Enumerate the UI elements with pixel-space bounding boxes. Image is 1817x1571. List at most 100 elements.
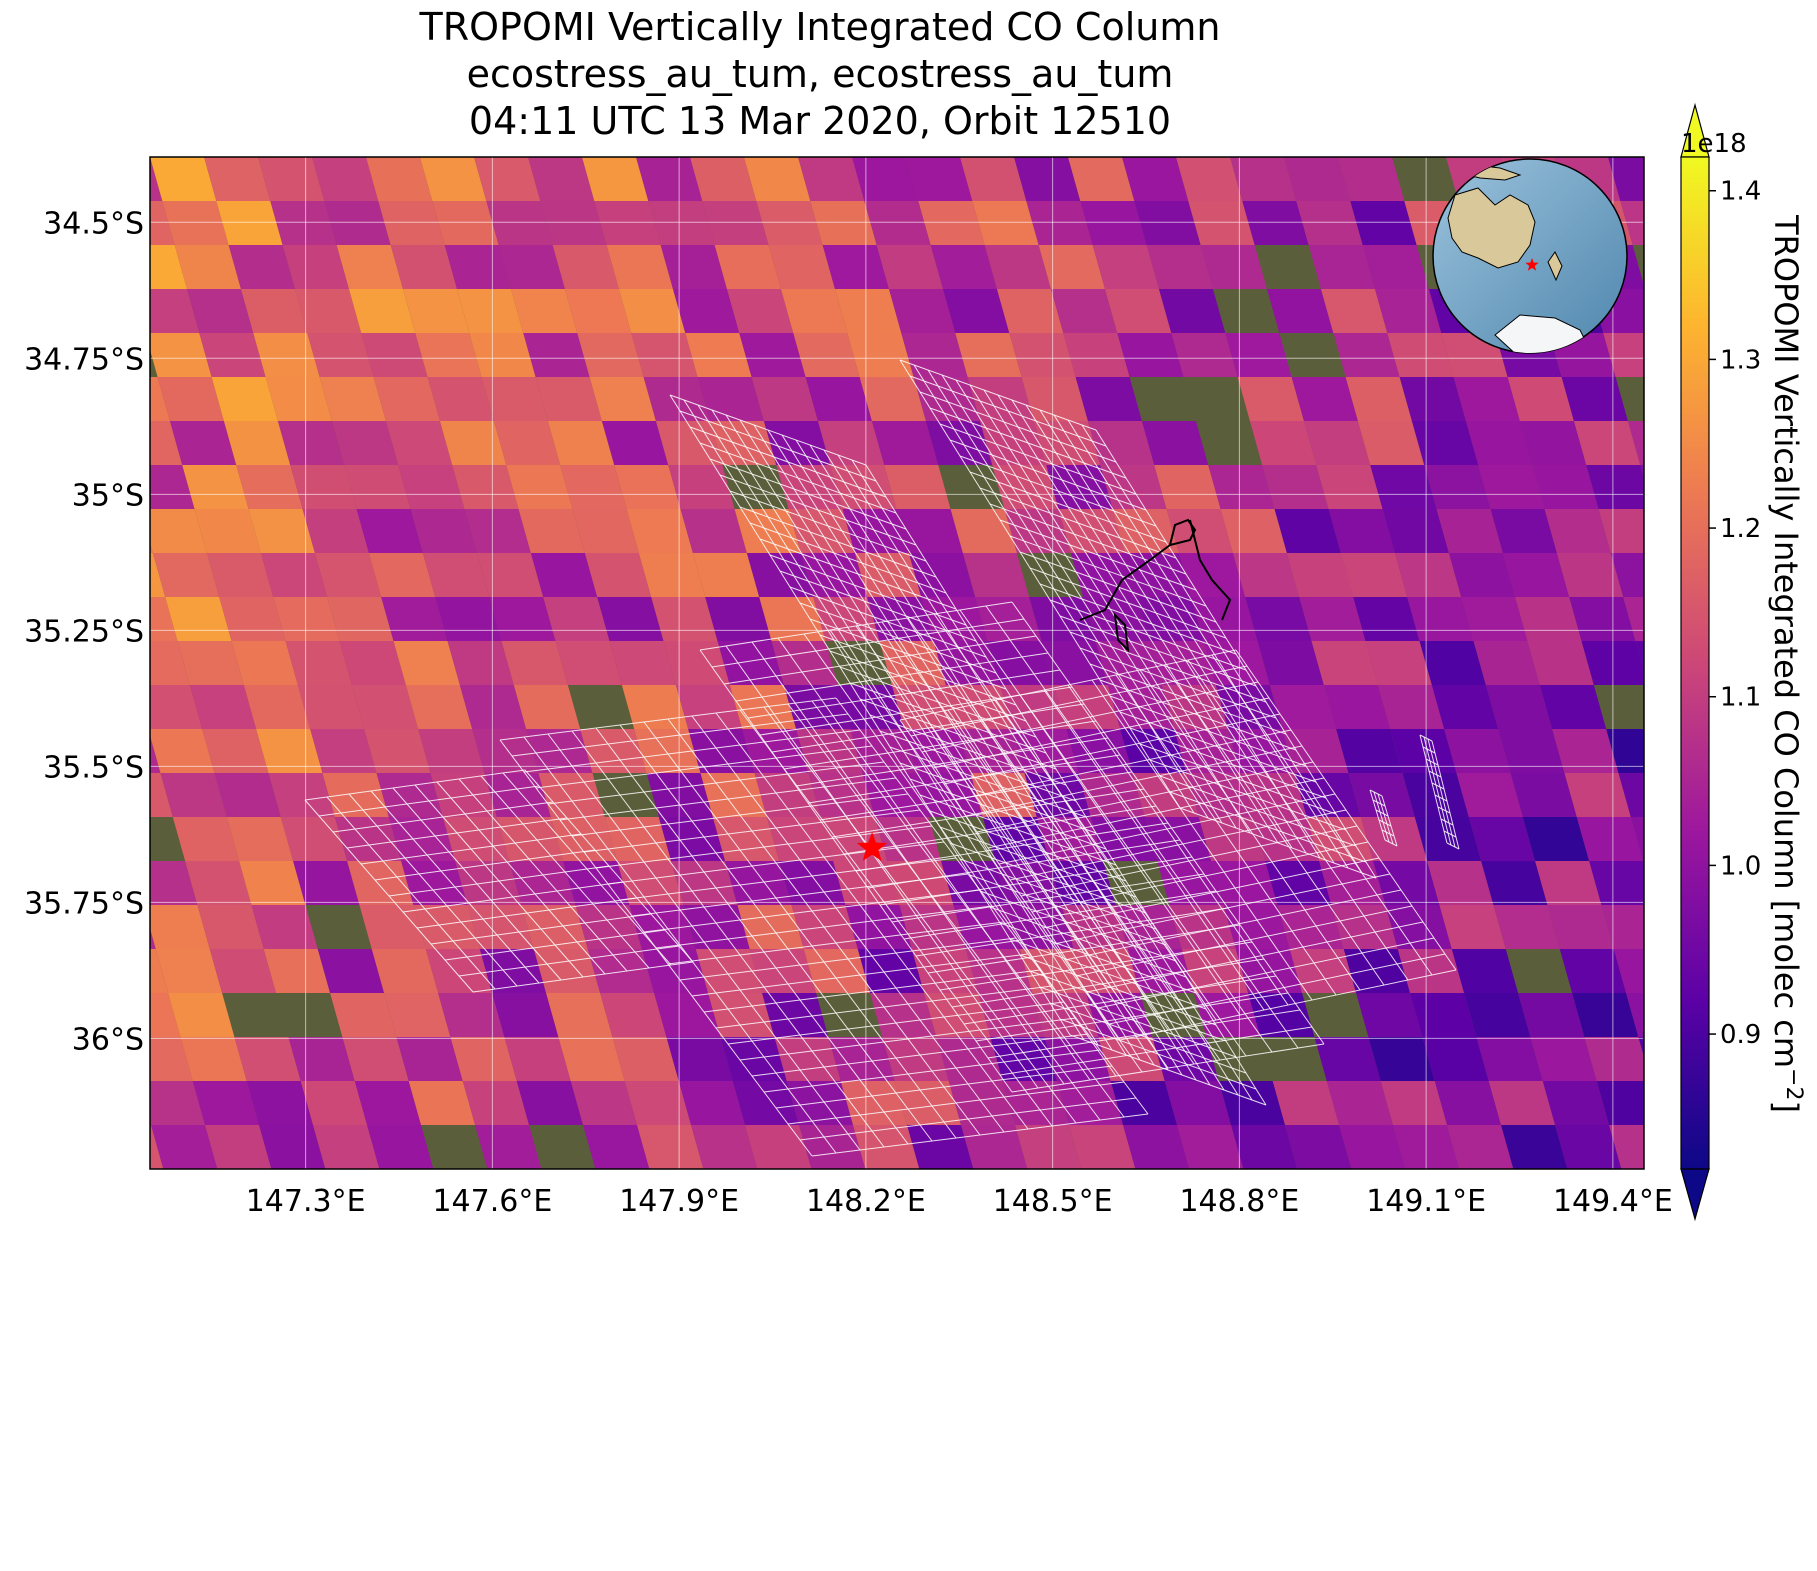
co-pixel (0, 157, 54, 201)
co-pixel (1272, 113, 1338, 157)
co-pixel (614, 465, 681, 509)
co-pixel (1434, 113, 1500, 157)
co-pixel (71, 69, 137, 113)
co-pixel (1050, 289, 1118, 333)
footprint-line (1009, 535, 1207, 607)
co-pixel (160, 773, 227, 817)
co-pixel (1154, 465, 1221, 509)
co-pixel (1124, 553, 1192, 597)
co-pixel (310, 729, 377, 773)
co-pixel (668, 465, 735, 509)
footprint-line (999, 922, 1197, 994)
footprint-line (787, 1081, 1125, 1125)
co-pixel (1770, 157, 1817, 201)
co-pixel (293, 861, 360, 905)
co-pixel (1146, 245, 1213, 289)
co-pixel (174, 245, 241, 289)
co-pixel (1040, 1213, 1106, 1257)
co-pixel (1542, 1081, 1610, 1125)
colorbar-tick-label: 1.4 (1720, 177, 1761, 207)
co-pixel (398, 465, 465, 509)
co-pixel (1493, 905, 1560, 949)
footprint-line (969, 874, 1167, 946)
co-pixel (186, 289, 254, 333)
co-pixel (1488, 1081, 1556, 1125)
co-pixel (805, 377, 872, 421)
co-pixel (1087, 421, 1155, 465)
co-pixel (8, 421, 74, 465)
co-pixel (1002, 113, 1068, 157)
co-pixel (732, 1081, 800, 1125)
footprint-line (1086, 921, 1424, 993)
co-pixel (446, 1213, 512, 1257)
footprint-line (1039, 986, 1237, 1058)
co-pixel (150, 949, 169, 993)
co-pixel (583, 1125, 650, 1169)
footprint-line (979, 487, 1177, 559)
co-pixel (1265, 861, 1332, 905)
footprint-line (1129, 727, 1327, 799)
co-pixel (1033, 421, 1101, 465)
footprint-line (729, 490, 927, 562)
co-pixel (1468, 817, 1536, 861)
footprint-line (965, 745, 1303, 817)
co-pixel (554, 1213, 620, 1257)
co-pixel (1269, 685, 1337, 729)
co-pixel (430, 773, 497, 817)
co-pixel (518, 509, 585, 553)
footprint-line (346, 817, 568, 849)
co-pixel (368, 553, 436, 597)
co-pixel (493, 421, 561, 465)
co-pixel (204, 157, 271, 201)
co-pixel (341, 69, 407, 113)
co-pixel (516, 113, 582, 157)
footprint-line (1020, 825, 1358, 897)
footprint-line (388, 865, 610, 897)
co-pixel (911, 949, 979, 993)
co-pixel (1090, 817, 1158, 861)
ecostress-footprints (304, 359, 1460, 1157)
co-pixel (1141, 421, 1209, 465)
co-pixel (199, 333, 266, 377)
co-pixel (1688, 1213, 1754, 1257)
co-pixel (109, 1169, 175, 1213)
co-pixel (1596, 1081, 1644, 1125)
co-pixel (1104, 289, 1172, 333)
co-pixel (864, 201, 931, 245)
co-pixel (1151, 69, 1217, 113)
lon-tick-label: 147.6°E (432, 1184, 552, 1219)
co-pixel (177, 641, 244, 685)
lat-tick-label: 35.75°S (24, 886, 144, 921)
footprint-line (919, 391, 1117, 463)
co-pixel (150, 905, 210, 949)
globe-new-zealand (1547, 251, 1563, 282)
co-pixel (65, 817, 131, 861)
co-pixel (393, 641, 460, 685)
co-pixel (0, 685, 40, 729)
co-pixel (690, 157, 757, 201)
co-pixel (1526, 1213, 1592, 1257)
lat-tick-label: 34.5°S (43, 206, 144, 241)
footprint-line (655, 905, 993, 949)
co-pixel (162, 201, 229, 245)
co-pixel (280, 817, 348, 861)
co-pixel (150, 509, 207, 553)
co-pixel (942, 289, 1010, 333)
footprint-line (499, 697, 837, 741)
co-pixel (962, 553, 1030, 597)
co-pixel (324, 201, 391, 245)
co-pixel (1422, 1037, 1489, 1081)
co-pixel (1068, 157, 1135, 201)
co-pixel (1297, 1169, 1363, 1213)
co-pixel (751, 377, 818, 421)
co-pixel (618, 289, 686, 333)
co-pixel (1021, 377, 1088, 421)
co-pixel (226, 817, 294, 861)
coastline-southwest (150, 1370, 255, 1405)
footprint-line (1369, 789, 1383, 797)
co-pixel (259, 1125, 326, 1169)
footprint-line (899, 649, 1237, 721)
co-pixel (840, 113, 906, 157)
co-pixel (756, 201, 823, 245)
co-pixel (834, 289, 902, 333)
